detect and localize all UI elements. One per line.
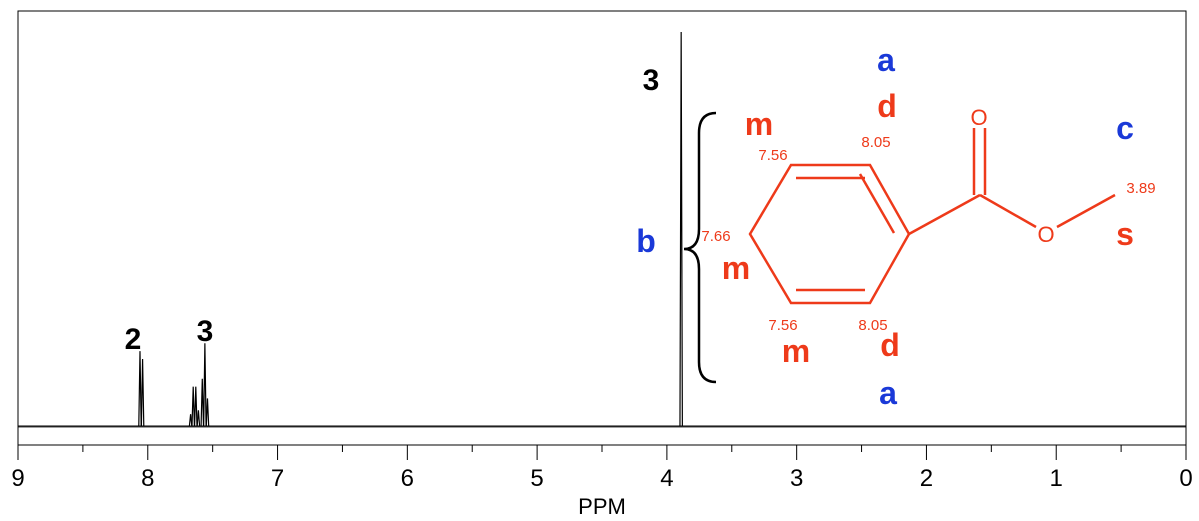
spectrum-peaks bbox=[18, 31, 1186, 427]
integration-label-methyl: 3 bbox=[643, 64, 660, 97]
integration-label-aromatic-ortho: 2 bbox=[125, 323, 142, 356]
x-tick-label: 5 bbox=[530, 465, 543, 492]
spectrum-peak bbox=[200, 378, 205, 427]
x-tick-label: 9 bbox=[11, 465, 24, 492]
carbonyl-oxygen-label: O bbox=[970, 105, 987, 130]
multiplicity-m-top: m bbox=[745, 106, 773, 142]
proton-label-c: c bbox=[1116, 110, 1134, 146]
plot-frame bbox=[17, 10, 1187, 446]
x-tick-label: 4 bbox=[660, 465, 673, 492]
spectrum-peak bbox=[679, 31, 683, 427]
ring-double-bond-right bbox=[858, 173, 896, 234]
bond-ring-carbonyl bbox=[908, 193, 981, 236]
x-tick-label: 0 bbox=[1179, 465, 1192, 492]
shift-bottom-left: 7.56 bbox=[768, 317, 797, 334]
x-tick-label: 6 bbox=[401, 465, 414, 492]
x-tick-label: 8 bbox=[141, 465, 154, 492]
integration-label-aromatic-meta-para: 3 bbox=[197, 315, 214, 348]
brace bbox=[683, 111, 717, 384]
x-tick-label: 7 bbox=[271, 465, 284, 492]
multiplicity-d-top: d bbox=[877, 88, 897, 124]
spectrum-peak bbox=[193, 386, 198, 427]
proton-label-a-top: a bbox=[877, 42, 895, 78]
spectrum-peak bbox=[188, 414, 193, 427]
shift-top-right: 8.05 bbox=[861, 134, 890, 151]
shift-methyl: 3.89 bbox=[1126, 180, 1155, 197]
bond-oxygen-methyl bbox=[1056, 193, 1116, 229]
x-axis-label: PPM bbox=[578, 494, 626, 519]
spectrum-peak bbox=[138, 351, 142, 427]
x-tick-label: 3 bbox=[790, 465, 803, 492]
x-tick-labels: 9 8 7 6 5 4 3 2 1 0 bbox=[11, 465, 1192, 492]
x-tick-label: 2 bbox=[920, 465, 933, 492]
proton-label-a-bottom: a bbox=[879, 375, 897, 411]
x-tick-label: 1 bbox=[1050, 465, 1063, 492]
spectrum-peak bbox=[140, 359, 145, 427]
spectrum-peak bbox=[191, 386, 195, 427]
spectrum-peak bbox=[196, 410, 201, 427]
shift-bottom-right: 8.05 bbox=[858, 317, 887, 334]
spectrum-peak bbox=[205, 398, 210, 427]
multiplicity-m-left: m bbox=[722, 250, 750, 286]
multiplicity-d-bottom: d bbox=[880, 327, 900, 363]
benzene-ring bbox=[748, 163, 911, 305]
ester-oxygen-label: O bbox=[1037, 222, 1054, 247]
bond-carbonyl-oxygen bbox=[979, 193, 1037, 229]
x-axis-ticks bbox=[17, 445, 1187, 460]
multiplicity-s: s bbox=[1116, 216, 1134, 252]
molecule-structure bbox=[748, 128, 1116, 305]
brace-label-b: b bbox=[636, 223, 656, 259]
multiplicity-m-bottom: m bbox=[782, 333, 810, 369]
shift-top-left: 7.56 bbox=[758, 147, 787, 164]
shift-left: 7.66 bbox=[701, 228, 730, 245]
spectrum-peak bbox=[203, 343, 207, 427]
